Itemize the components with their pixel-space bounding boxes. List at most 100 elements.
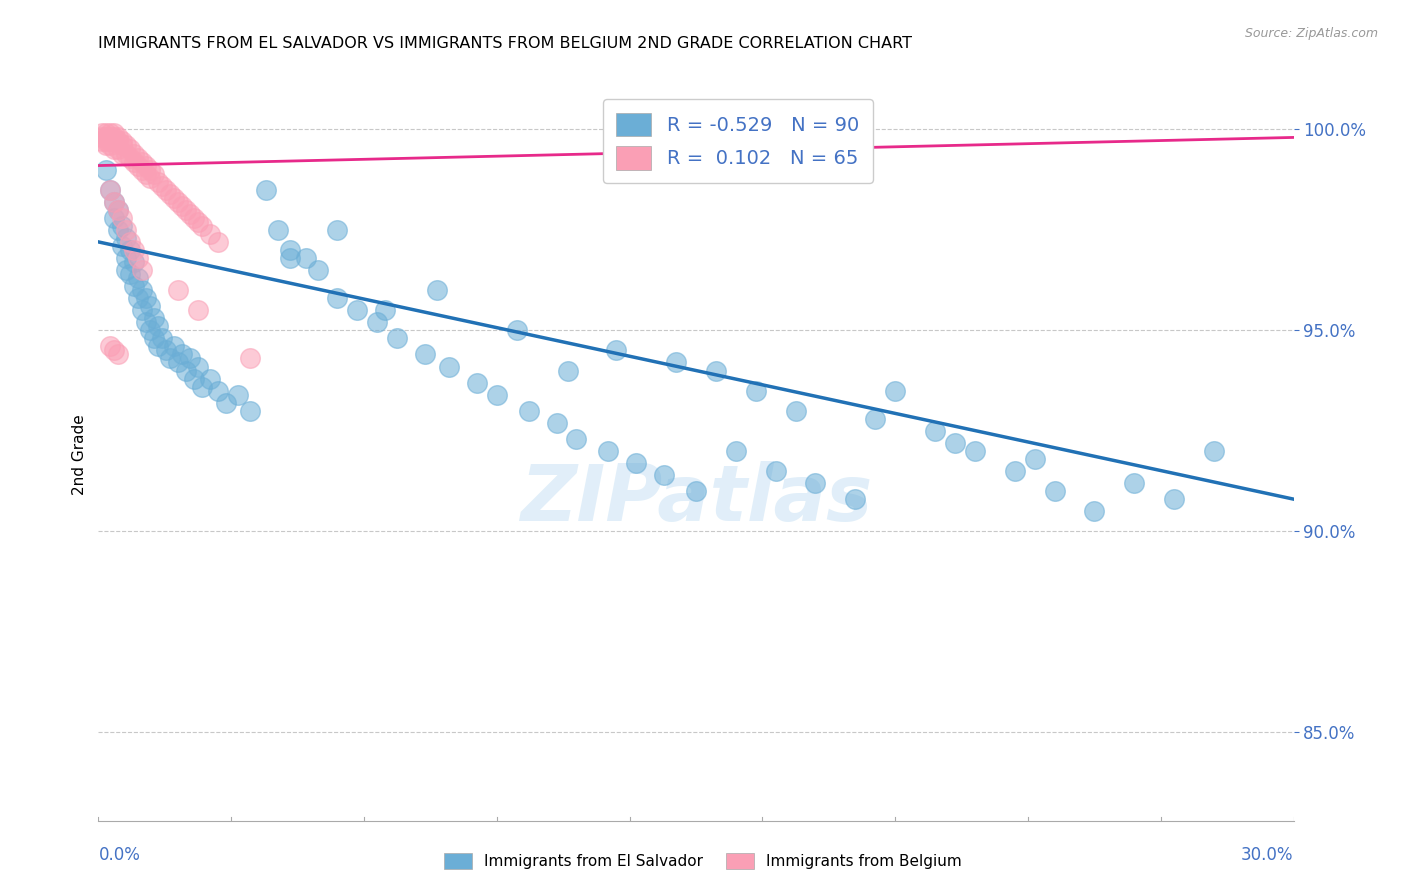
- Point: [111, 138, 134, 153]
- Point: [785, 403, 807, 417]
- Point: [150, 331, 173, 345]
- Point: [91, 135, 114, 149]
- Point: [437, 359, 460, 374]
- Point: [103, 135, 125, 149]
- Point: [115, 138, 138, 153]
- Point: [183, 211, 205, 225]
- Point: [704, 363, 727, 377]
- Point: [91, 130, 114, 145]
- Point: [307, 263, 329, 277]
- Point: [98, 339, 122, 353]
- Point: [598, 443, 620, 458]
- Point: [924, 424, 946, 438]
- Point: [124, 279, 146, 293]
- Point: [163, 191, 186, 205]
- Point: [131, 303, 153, 318]
- Point: [605, 343, 627, 358]
- Point: [1123, 476, 1146, 491]
- Text: ZIPatlas: ZIPatlas: [520, 461, 872, 537]
- Point: [207, 235, 229, 249]
- Point: [124, 255, 146, 269]
- Point: [239, 351, 262, 366]
- Point: [174, 363, 197, 377]
- Point: [278, 251, 301, 265]
- Point: [98, 183, 122, 197]
- Point: [804, 476, 827, 491]
- Point: [135, 291, 157, 305]
- Point: [163, 339, 186, 353]
- Point: [207, 384, 229, 398]
- Point: [98, 127, 122, 141]
- Point: [111, 239, 134, 253]
- Point: [346, 303, 368, 318]
- Point: [187, 303, 209, 318]
- Point: [96, 130, 118, 145]
- Point: [150, 178, 173, 193]
- Point: [326, 223, 349, 237]
- Point: [167, 355, 190, 369]
- Point: [111, 146, 134, 161]
- Point: [107, 202, 129, 217]
- Point: [107, 202, 129, 217]
- Point: [226, 387, 249, 401]
- Point: [120, 243, 142, 257]
- Point: [665, 355, 688, 369]
- Point: [187, 359, 209, 374]
- Point: [91, 127, 114, 141]
- Point: [96, 135, 118, 149]
- Point: [103, 127, 125, 141]
- Point: [1163, 492, 1185, 507]
- Point: [143, 167, 166, 181]
- Point: [148, 175, 170, 189]
- Point: [96, 162, 118, 177]
- Point: [517, 403, 540, 417]
- Point: [135, 159, 157, 173]
- Legend: Immigrants from El Salvador, Immigrants from Belgium: Immigrants from El Salvador, Immigrants …: [439, 847, 967, 875]
- Point: [626, 456, 648, 470]
- Point: [127, 151, 149, 165]
- Point: [426, 283, 449, 297]
- Point: [131, 162, 153, 177]
- Point: [685, 484, 707, 499]
- Point: [267, 223, 290, 237]
- Point: [167, 283, 190, 297]
- Point: [374, 303, 396, 318]
- Text: IMMIGRANTS FROM EL SALVADOR VS IMMIGRANTS FROM BELGIUM 2ND GRADE CORRELATION CHA: IMMIGRANTS FROM EL SALVADOR VS IMMIGRANT…: [98, 36, 912, 51]
- Point: [107, 347, 129, 361]
- Point: [120, 143, 142, 157]
- Point: [865, 411, 887, 425]
- Point: [115, 146, 138, 161]
- Point: [191, 379, 214, 393]
- Point: [124, 243, 146, 257]
- Point: [546, 416, 568, 430]
- Y-axis label: 2nd Grade: 2nd Grade: [72, 415, 87, 495]
- Text: Source: ZipAtlas.com: Source: ZipAtlas.com: [1244, 27, 1378, 40]
- Point: [103, 194, 125, 209]
- Point: [107, 135, 129, 149]
- Point: [103, 130, 125, 145]
- Point: [385, 331, 409, 345]
- Point: [724, 443, 747, 458]
- Point: [103, 143, 125, 157]
- Point: [127, 271, 149, 285]
- Text: 0.0%: 0.0%: [98, 846, 141, 863]
- Point: [135, 167, 157, 181]
- Point: [179, 351, 201, 366]
- Point: [485, 387, 508, 401]
- Point: [131, 263, 153, 277]
- Point: [187, 215, 209, 229]
- Point: [124, 146, 146, 161]
- Point: [98, 183, 122, 197]
- Point: [198, 371, 221, 385]
- Point: [159, 351, 181, 366]
- Point: [1004, 464, 1026, 478]
- Point: [155, 183, 177, 197]
- Point: [294, 251, 316, 265]
- Point: [254, 183, 277, 197]
- Point: [884, 384, 907, 398]
- Point: [107, 130, 129, 145]
- Point: [103, 211, 125, 225]
- Point: [172, 199, 194, 213]
- Point: [191, 219, 214, 233]
- Point: [143, 331, 166, 345]
